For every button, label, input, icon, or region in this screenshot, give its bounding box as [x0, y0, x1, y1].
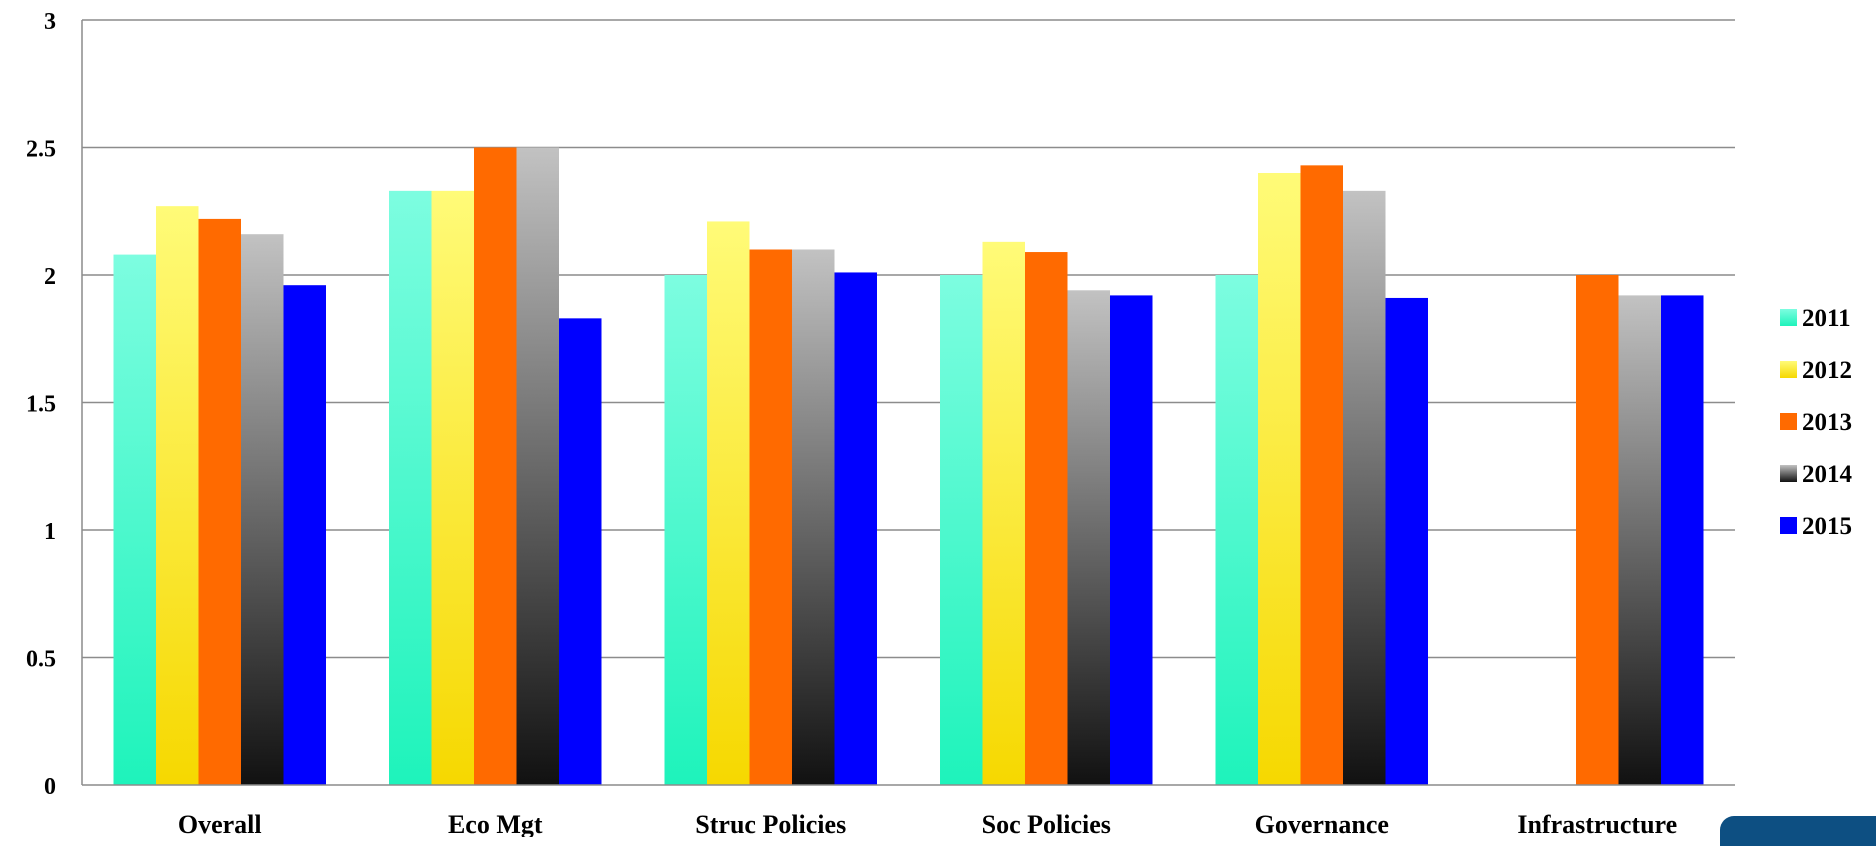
- y-tick-label: 0.5: [26, 647, 56, 673]
- bar-2013-governance: [1300, 165, 1343, 786]
- bar-2011-struc-policies: [664, 275, 707, 785]
- bars: [113, 147, 1704, 786]
- bar-2011-soc-policies: [940, 275, 983, 785]
- legend-swatch-2012: [1780, 361, 1797, 378]
- bar-2012-soc-policies: [982, 241, 1025, 786]
- x-category-label: Overall: [178, 810, 262, 837]
- y-tick-label: 1: [44, 519, 56, 545]
- bar-2014-overall: [241, 234, 284, 785]
- bar-2013-eco-mgt: [474, 147, 517, 785]
- bar-2014-infrastructure: [1618, 295, 1661, 785]
- legend-label-2013: 2013: [1802, 409, 1852, 436]
- bar-2015-struc-policies: [834, 272, 877, 785]
- x-category-label: Infrastructure: [1517, 810, 1677, 837]
- bar-2013-soc-policies: [1025, 252, 1068, 786]
- x-category-label: Struc Policies: [695, 810, 846, 837]
- legend-label-2011: 2011: [1802, 305, 1851, 332]
- bar-2012-governance: [1258, 173, 1301, 785]
- bar-2012-eco-mgt: [431, 190, 474, 786]
- bar-2015-infrastructure: [1661, 295, 1704, 785]
- bar-2013-struc-policies: [749, 249, 792, 785]
- x-category-label: Soc Policies: [982, 810, 1111, 837]
- bar-2015-governance: [1385, 297, 1428, 785]
- bar-2015-eco-mgt: [559, 318, 602, 785]
- legend-label-2014: 2014: [1802, 461, 1853, 488]
- legend-swatch-2015: [1780, 517, 1797, 534]
- bar-2012-overall: [156, 206, 199, 785]
- bar-2015-soc-policies: [1110, 295, 1153, 785]
- bar-2014-governance: [1343, 190, 1386, 786]
- legend-label-2015: 2015: [1802, 513, 1852, 540]
- y-tick-label: 3: [44, 9, 56, 35]
- y-tick-label: 1.5: [26, 392, 56, 418]
- bar-2013-infrastructure: [1576, 275, 1619, 785]
- y-tick-label: 2: [44, 264, 56, 290]
- x-category-label: Governance: [1255, 810, 1389, 837]
- gridlines: [82, 19, 1735, 659]
- legend-swatch-2013: [1780, 413, 1797, 430]
- y-tick-label: 2.5: [26, 137, 56, 163]
- bar-2015-overall: [283, 285, 326, 785]
- legend-label-2012: 2012: [1802, 357, 1852, 384]
- x-category-label: Eco Mgt: [448, 810, 543, 837]
- axes: [81, 20, 1735, 786]
- bar-2011-overall: [113, 254, 156, 786]
- bar-2012-struc-policies: [707, 221, 750, 785]
- y-axis-tick-labels: 0 0.5 1 1.5 2 2.5 3: [26, 9, 56, 800]
- legend-swatch-2014: [1780, 465, 1797, 482]
- bar-2011-governance: [1215, 275, 1258, 785]
- x-axis-category-labels: Overall Eco Mgt Struc Policies Soc Policies…: [178, 810, 1677, 839]
- legend: 2011 2012 2013 2014 2015: [1780, 305, 1853, 540]
- bar-2014-struc-policies: [792, 249, 835, 785]
- y-tick-label: 0: [44, 774, 56, 800]
- bar-2011-eco-mgt: [389, 190, 432, 786]
- legend-swatch-2011: [1780, 309, 1797, 326]
- corner-tab: [1720, 816, 1876, 846]
- bar-2014-soc-policies: [1067, 290, 1110, 785]
- bar-2013-overall: [198, 218, 241, 785]
- bar-2014-eco-mgt: [516, 147, 559, 785]
